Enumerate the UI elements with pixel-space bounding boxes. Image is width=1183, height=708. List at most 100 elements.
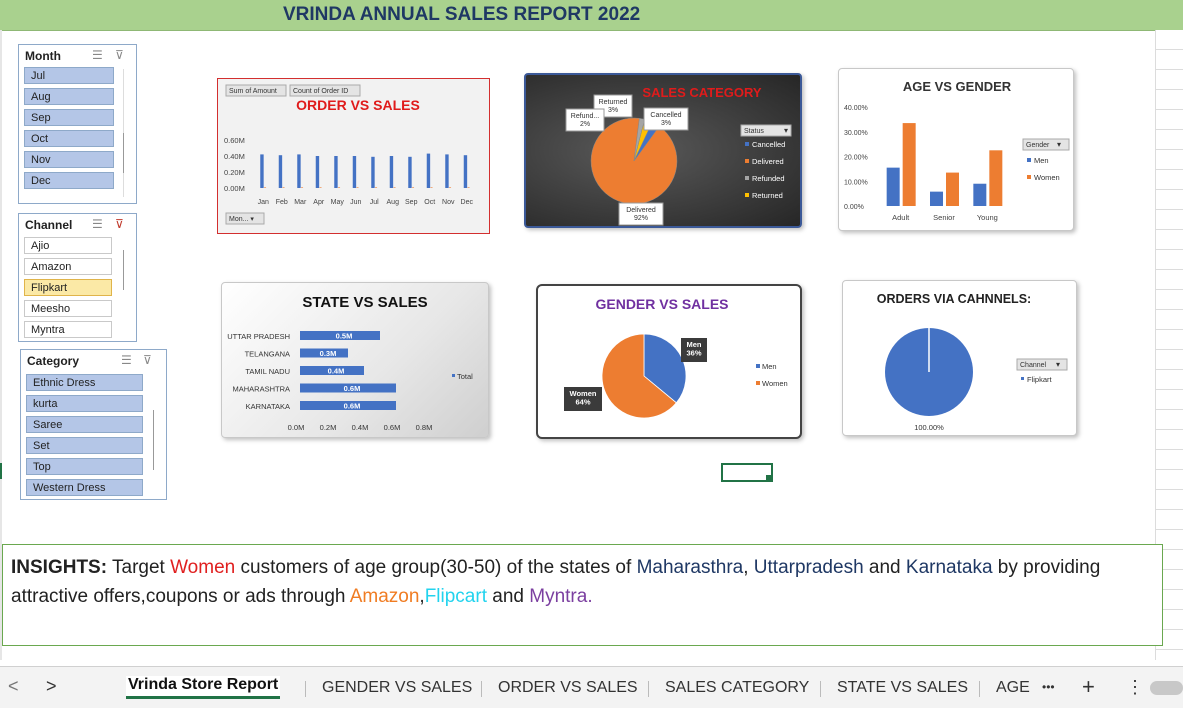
data-label-uttar-pradesh: 0.5M [336, 332, 353, 341]
slicer-item-saree[interactable]: Saree [26, 416, 143, 433]
prev-sheet-button[interactable]: < [8, 676, 19, 696]
bar-women-senior [946, 172, 959, 206]
clear-filter-icon[interactable]: ⊽ [115, 48, 124, 62]
horizontal-scrollbar[interactable] [1150, 681, 1183, 695]
legend-swatch-flipkart [1021, 377, 1024, 380]
x-tick-label-apr: Apr [313, 199, 325, 206]
slicer-item-amazon[interactable]: Amazon [24, 258, 112, 275]
maharashtra-highlight: Maharasthra [636, 557, 744, 578]
flipkart-highlight: Flipcart [424, 586, 487, 607]
category-slicer-scroll-thumb[interactable] [153, 410, 158, 470]
multi-select-icon[interactable]: ☰ [121, 353, 132, 367]
clear-filter-icon[interactable]: ⊽ [143, 353, 152, 367]
women-highlight: Women [170, 557, 236, 578]
slicer-item-jul[interactable]: Jul [24, 67, 114, 84]
gender-vs-sales-card[interactable]: GENDER VS SALES Men 36% Women 64% Men Women [536, 284, 802, 439]
data-label-box-cancelled [643, 107, 689, 131]
sheet-tab-state-vs-sales[interactable]: STATE VS SALES [837, 679, 969, 696]
sheet-menu-button[interactable]: ⋮ [1126, 677, 1144, 697]
slicer-item-ajio[interactable]: Ajio [24, 237, 112, 254]
sheet-tab-sales-category[interactable]: SALES CATEGORY [665, 679, 810, 696]
orders-via-channels-card[interactable]: ORDERS VIA CAHNNELS: 100.00% Channel ▾ Flipk… [842, 280, 1077, 436]
x-tick-label-adult: Adult [892, 213, 910, 222]
bar-tamil-nadu [300, 366, 364, 375]
fill-handle[interactable] [766, 475, 771, 480]
slicer-item-western-dress[interactable]: Western Dress [26, 479, 143, 496]
x-tick-label-nov: Nov [442, 199, 455, 206]
bar-amount-dec [463, 155, 468, 188]
field-button-label-count-of-order-id: Count of Order ID [293, 88, 348, 95]
bar-men-young [973, 183, 987, 206]
slicer-item-nov[interactable]: Nov [24, 151, 114, 168]
slicer-item-aug[interactable]: Aug [24, 88, 114, 105]
month-filter-label: Mon... ▾ [229, 216, 254, 223]
state-vs-sales-card[interactable]: STATE VS SALES UTTAR PRADESH 0.5M TELANGANA… [221, 282, 489, 438]
next-sheet-button[interactable]: > [46, 676, 57, 696]
x-tick-label-young: Young [977, 213, 998, 222]
slicer-item-myntra[interactable]: Myntra [24, 321, 112, 338]
legend-label-cancelled: Cancelled [752, 140, 785, 149]
channel-slicer[interactable]: Channel ☰ ⊽ Ajio Amazon Flipkart Meesho Mynt… [18, 213, 137, 342]
bar-amount-may [334, 156, 338, 188]
x-tick-label-oct: Oct [424, 199, 435, 206]
slicer-item-kurta[interactable]: kurta [26, 395, 143, 412]
data-label-karnataka: 0.6M [344, 402, 361, 411]
multi-select-icon[interactable]: ☰ [92, 48, 103, 62]
channel-slicer-title: Channel [25, 218, 73, 232]
gender-vs-sales-chart: GENDER VS SALES Men 36% Women 64% Men Women [564, 296, 788, 419]
sheet-tab-gender-vs-sales[interactable]: GENDER VS SALES [322, 679, 473, 696]
legend-swatch-cancelled [745, 142, 749, 146]
insights-label: INSIGHTS: [11, 557, 108, 578]
bar-men-adult [886, 167, 900, 206]
sales-category-card[interactable]: SALES CATEGORY Returned 3% Refund... 2% Cance… [524, 73, 802, 228]
legend-swatch-women [1027, 175, 1031, 179]
data-label-delivered: Delivered 92% [626, 207, 656, 222]
slicer-item-top[interactable]: Top [26, 458, 143, 475]
age-vs-gender-card[interactable]: AGE VS GENDER 0.00% 10.00% 20.00% 30.00% 40.0… [838, 68, 1074, 231]
karnataka-highlight: Karnataka [905, 557, 993, 578]
bar-amount-jun [352, 156, 357, 188]
sheet-tab-vrinda-store-report[interactable]: Vrinda Store Report [126, 676, 281, 699]
add-sheet-button[interactable]: + [1082, 674, 1095, 699]
more-tabs-button[interactable]: ••• [1042, 680, 1055, 694]
bar-orders-aug [393, 187, 396, 188]
insights-box: INSIGHTS: Target Women customers of age … [2, 544, 1163, 646]
clear-filter-icon[interactable]: ⊽ [115, 217, 124, 231]
slicer-item-meesho[interactable]: Meesho [24, 300, 112, 317]
slicer-item-set[interactable]: Set [26, 437, 143, 454]
slicer-item-ethnic-dress[interactable]: Ethnic Dress [26, 374, 143, 391]
slice-women [601, 333, 677, 419]
order-vs-sales-card[interactable]: Sum of Amount Count of Order ID ORDER VS S… [217, 78, 490, 234]
channel-filter-button [1016, 358, 1068, 371]
data-label-box-refunded [565, 108, 605, 132]
data-label-flipkart: 100.00% [914, 423, 944, 432]
bar-men-senior [930, 191, 943, 206]
channel-slicer-scroll-thumb[interactable] [123, 250, 128, 290]
x-tick-label-sep: Sep [405, 199, 418, 206]
month-slicer-scroll-thumb[interactable] [123, 133, 128, 173]
uttarpradesh-highlight: Uttarpradesh [753, 557, 864, 578]
report-title-bar: VRINDA ANNUAL SALES REPORT 2022 [0, 0, 1183, 31]
slicer-item-sep[interactable]: Sep [24, 109, 114, 126]
bar-amount-feb [278, 155, 283, 188]
y-tick-label-telangana: TELANGANA [245, 350, 290, 359]
legend-label-total: Total [457, 372, 473, 381]
selected-cell[interactable] [721, 463, 773, 482]
slicer-item-flipkart[interactable]: Flipkart [24, 279, 112, 296]
bar-amount-nov [445, 154, 449, 188]
month-slicer[interactable]: Month ☰ ⊽ Jul Aug Sep Oct Nov Dec [18, 44, 137, 204]
y-tick-label-0-60m: 0.60M [224, 136, 245, 145]
category-slicer[interactable]: Category ☰ ⊽ Ethnic Dress kurta Saree Set To… [20, 349, 167, 500]
legend-label-returned: Returned [752, 191, 783, 200]
row-marker [0, 463, 2, 479]
legend-swatch-delivered [745, 159, 749, 163]
sheet-tab-order-vs-sales[interactable]: ORDER VS SALES [498, 679, 638, 696]
sheet-tab-age[interactable]: AGE [996, 679, 1030, 696]
y-tick-label-0-20m: 0.20M [224, 168, 245, 177]
multi-select-icon[interactable]: ☰ [92, 217, 103, 231]
x-tick-label-dec: Dec [461, 199, 474, 206]
slicer-item-dec[interactable]: Dec [24, 172, 114, 189]
chart-title: ORDERS VIA CAHNNELS: [877, 292, 1031, 306]
slicer-item-oct[interactable]: Oct [24, 130, 114, 147]
legend-label-women: Women [762, 379, 788, 388]
